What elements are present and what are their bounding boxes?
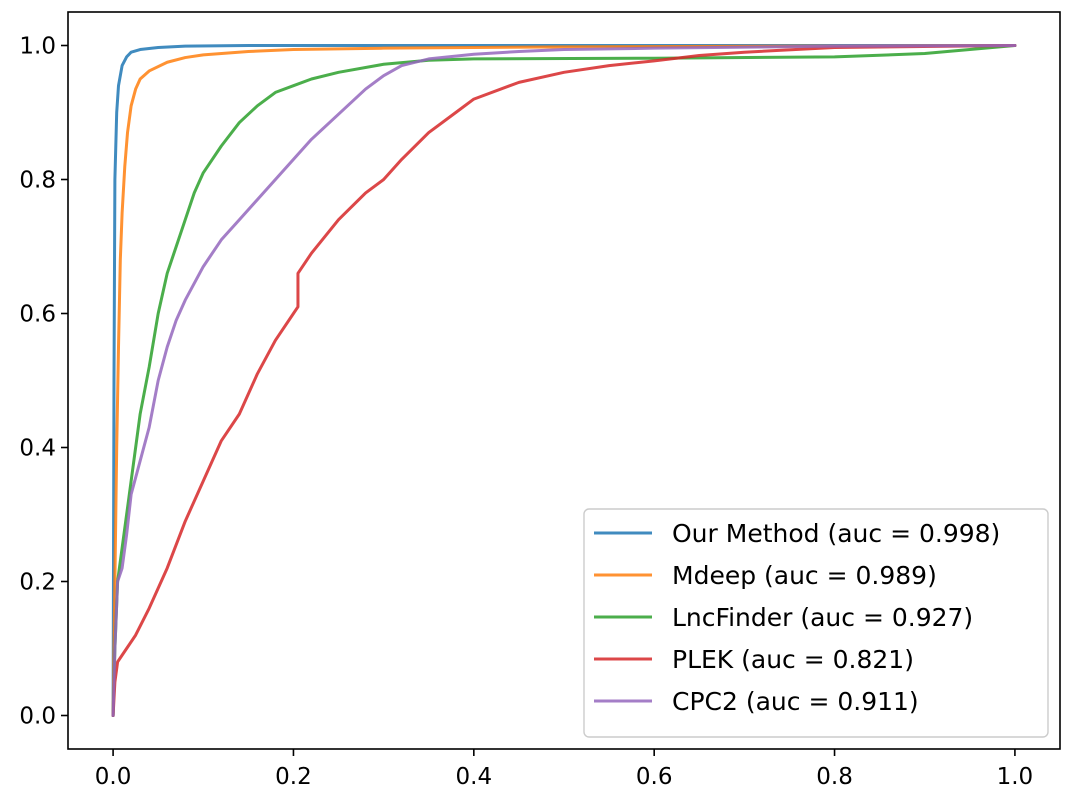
y-tick-label: 0.4 [19,436,56,462]
series-line-1 [111,44,1017,717]
legend-box [583,508,1049,738]
series-layer [111,44,1017,717]
x-tick-label: 0.4 [456,764,493,790]
y-tick-label: 0.6 [19,302,56,328]
y-tick-label: 0.0 [19,704,56,730]
series-line-3 [111,44,1017,717]
series-line-4 [111,44,1017,717]
x-axis: 0.0 0.2 0.4 0.6 0.8 1.0 [95,749,1033,790]
y-tick-label: 0.2 [19,570,56,596]
series-line-5 [111,44,1017,717]
legend-label: Mdeep (auc = 0.989) [672,561,937,590]
legend-label: Our Method (auc = 0.998) [672,519,1000,548]
legend: Our Method (auc = 0.998) Mdeep (auc = 0.9… [583,508,1049,738]
plot-frame [67,11,1061,750]
x-tick-label: 0.6 [636,764,673,790]
x-tick-label: 0.0 [95,764,132,790]
x-tick-label: 0.8 [816,764,853,790]
y-tick-label: 0.8 [19,168,56,194]
legend-label: LncFinder (auc = 0.927) [672,603,973,632]
y-tick-label: 1.0 [19,34,56,60]
series-line-2 [111,44,1017,717]
x-tick-label: 0.2 [275,764,312,790]
y-axis: 0.0 0.2 0.4 0.6 0.8 1.0 [19,34,68,730]
legend-label: PLEK (auc = 0.821) [672,645,914,674]
x-tick-label: 1.0 [997,764,1034,790]
legend-label: CPC2 (auc = 0.911) [672,687,919,716]
